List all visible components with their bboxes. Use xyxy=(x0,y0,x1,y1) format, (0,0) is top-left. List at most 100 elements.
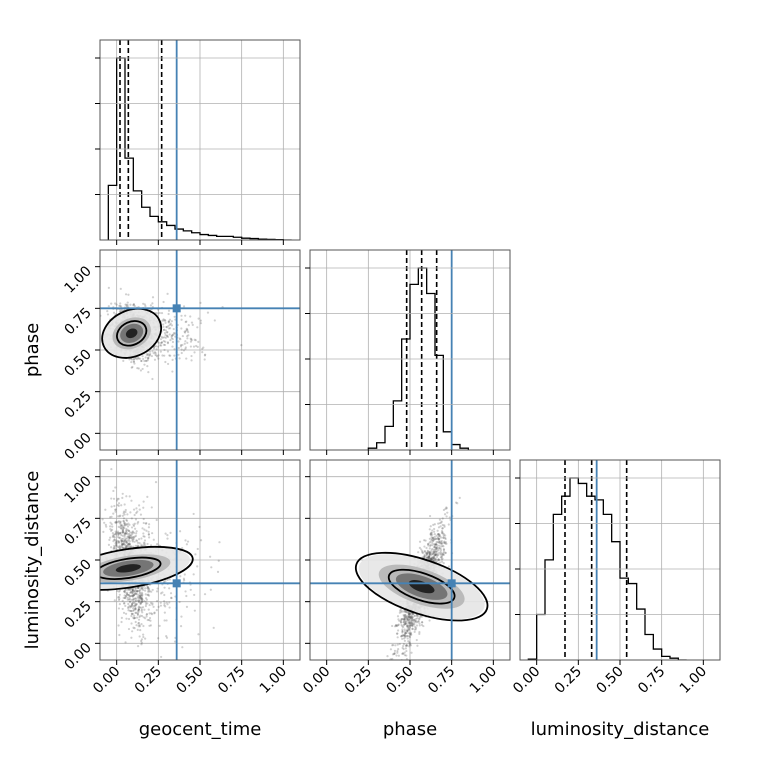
sample-point xyxy=(117,540,120,543)
sample-point xyxy=(159,344,162,347)
sample-point xyxy=(403,610,406,613)
sample-point xyxy=(396,636,399,639)
sample-point xyxy=(140,641,143,644)
sample-point xyxy=(402,621,405,624)
sample-point xyxy=(140,597,143,600)
sample-point xyxy=(108,525,112,528)
sample-point xyxy=(403,635,407,638)
sample-point xyxy=(132,508,136,511)
sample-point xyxy=(159,341,163,345)
sample-point xyxy=(399,621,403,624)
sample-point xyxy=(140,543,143,546)
sample-point xyxy=(130,366,133,369)
sample-point xyxy=(412,618,416,621)
sample-point xyxy=(421,621,424,624)
sample-point xyxy=(430,558,433,561)
sample-point xyxy=(405,654,408,657)
sample-point xyxy=(133,604,136,607)
sample-point xyxy=(140,359,143,363)
sample-point xyxy=(140,599,144,602)
panel-phase-phase xyxy=(305,249,511,455)
sample-point xyxy=(152,605,155,608)
sample-point xyxy=(405,615,408,618)
sample-point xyxy=(183,573,186,576)
sample-point xyxy=(131,590,135,593)
sample-point xyxy=(140,591,144,594)
sample-point xyxy=(140,609,143,612)
sample-point xyxy=(116,532,120,535)
sample-point xyxy=(430,558,433,561)
sample-point xyxy=(399,619,402,623)
sample-point xyxy=(146,586,150,589)
sample-point xyxy=(431,529,434,532)
sample-point xyxy=(110,467,113,471)
sample-point xyxy=(426,550,429,553)
sample-point xyxy=(168,578,171,581)
sample-point xyxy=(167,312,170,316)
sample-point xyxy=(409,624,413,627)
sample-point xyxy=(438,547,441,550)
sample-point xyxy=(409,623,413,626)
sample-point xyxy=(405,611,408,614)
sample-point xyxy=(113,546,116,549)
sample-point xyxy=(164,605,167,608)
sample-point xyxy=(417,620,420,623)
sample-point xyxy=(121,525,124,528)
sample-point xyxy=(443,540,446,543)
sample-point xyxy=(427,555,431,559)
sample-point xyxy=(132,524,136,528)
sample-point xyxy=(415,617,418,620)
sample-point xyxy=(439,553,442,556)
sample-point xyxy=(156,312,159,315)
sample-point xyxy=(440,545,443,548)
sample-point xyxy=(395,624,398,628)
sample-point xyxy=(133,602,136,605)
sample-point xyxy=(141,527,144,530)
sample-point xyxy=(416,617,419,620)
sample-point xyxy=(137,586,140,589)
sample-point xyxy=(137,606,140,609)
sample-point xyxy=(117,607,121,610)
sample-point xyxy=(164,319,167,322)
sample-point xyxy=(125,305,128,308)
sample-point xyxy=(442,548,446,552)
sample-point xyxy=(184,314,187,317)
sample-point xyxy=(123,590,126,593)
sample-point xyxy=(393,625,397,628)
sample-point xyxy=(147,371,150,374)
sample-point xyxy=(444,536,447,539)
sample-point xyxy=(144,597,148,600)
sample-point xyxy=(409,616,412,619)
sample-point xyxy=(154,311,158,315)
sample-point xyxy=(137,621,141,625)
sample-point xyxy=(438,533,441,536)
sample-point xyxy=(117,596,120,599)
sample-point xyxy=(406,630,409,633)
sample-point xyxy=(164,580,167,583)
sample-point xyxy=(402,610,405,613)
sample-point xyxy=(113,504,116,508)
sample-point xyxy=(157,605,160,608)
sample-point xyxy=(428,558,431,561)
sample-point xyxy=(117,541,120,544)
sample-point xyxy=(187,323,190,327)
sample-point xyxy=(405,631,408,635)
sample-point xyxy=(162,328,165,332)
sample-point xyxy=(402,617,405,620)
sample-point xyxy=(428,619,431,622)
sample-point xyxy=(438,535,442,538)
sample-point xyxy=(128,600,132,603)
sample-point xyxy=(151,296,155,299)
sample-point xyxy=(142,635,145,639)
sample-point xyxy=(143,535,146,538)
sample-point xyxy=(434,543,438,546)
sample-point xyxy=(411,617,414,620)
sample-point xyxy=(401,644,405,648)
sample-point xyxy=(126,303,129,307)
sample-point xyxy=(142,357,145,361)
sample-point xyxy=(444,541,448,544)
sample-point xyxy=(139,601,143,605)
sample-point xyxy=(444,507,447,510)
sample-point xyxy=(408,615,411,618)
sample-point xyxy=(136,590,139,593)
